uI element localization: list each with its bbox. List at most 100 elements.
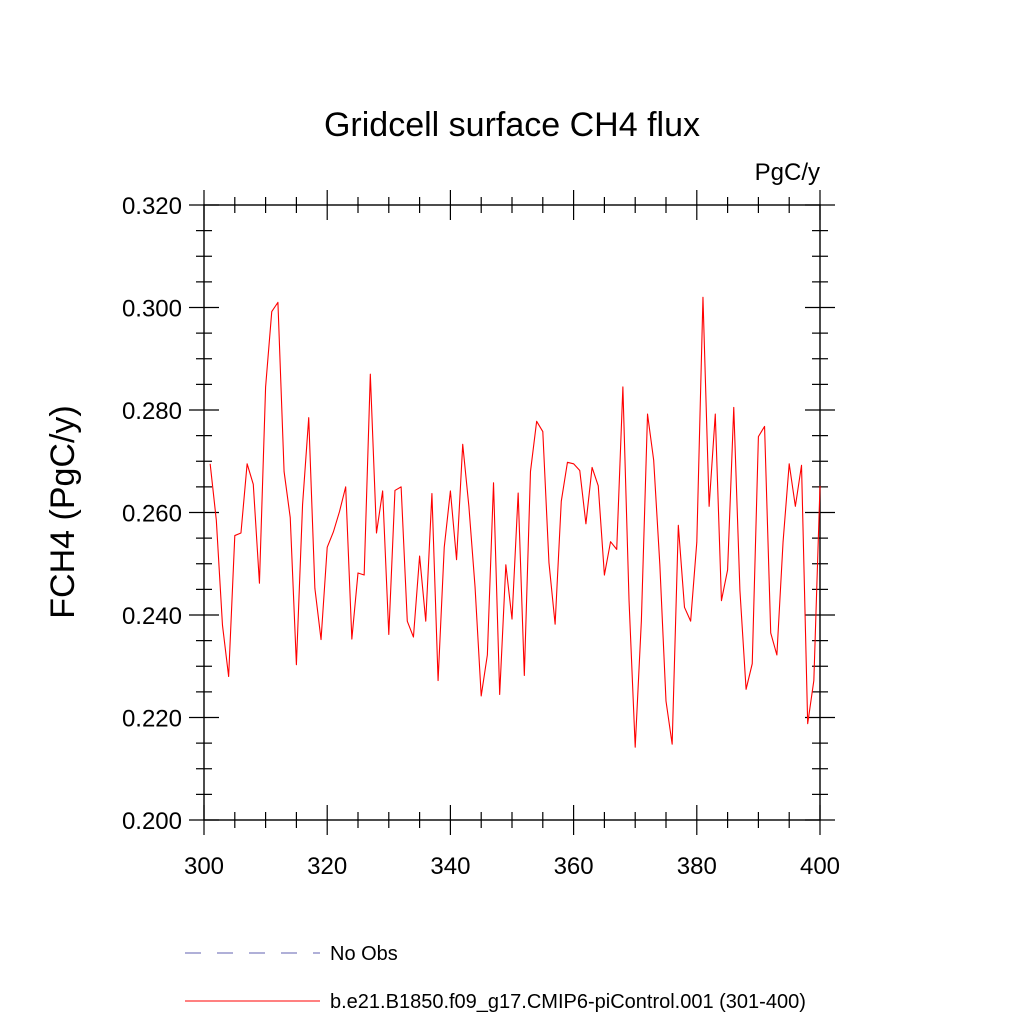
data-point-307	[246, 463, 248, 465]
data-point-352	[523, 674, 525, 676]
data-point-339	[443, 546, 445, 548]
x-tick-label-1: 320	[307, 853, 347, 880]
data-point-365	[603, 574, 605, 576]
data-point-393	[776, 654, 778, 656]
legend-label-no-obs: No Obs	[330, 943, 398, 965]
data-point-332	[400, 486, 402, 488]
data-point-362	[585, 523, 587, 525]
series-line-0	[209, 296, 821, 748]
legend-label-picontrol: b.e21.B1850.f09_g17.CMIP6-piControl.001 …	[330, 991, 806, 1013]
x-tick-label-5: 400	[800, 853, 840, 880]
data-point-343	[468, 505, 470, 507]
data-point-382	[708, 505, 710, 507]
data-point-350	[511, 618, 513, 620]
data-point-330	[388, 633, 390, 635]
legend: No Obs b.e21.B1850.f09_g17.CMIP6-piContr…	[185, 943, 806, 1013]
data-point-377	[677, 524, 679, 526]
data-point-370	[634, 746, 636, 748]
data-point-372	[646, 413, 648, 415]
data-point-333	[406, 620, 408, 622]
data-point-345	[480, 695, 482, 697]
data-point-359	[566, 461, 568, 463]
data-point-342	[462, 443, 464, 445]
data-point-314	[289, 516, 291, 518]
data-point-373	[652, 459, 654, 461]
data-point-353	[529, 470, 531, 472]
data-point-319	[320, 638, 322, 640]
data-point-389	[751, 662, 753, 664]
x-tick-labels: 300 320 340 360 380 400	[184, 853, 840, 880]
data-point-396	[794, 505, 796, 507]
data-point-305	[234, 534, 236, 536]
data-point-338	[437, 679, 439, 681]
y-tick-label-2: 0.240	[122, 603, 182, 630]
data-point-387	[739, 589, 741, 591]
data-point-326	[363, 574, 365, 576]
data-point-316	[301, 504, 303, 506]
y-axis-label: FCH4 (PgC/y)	[44, 405, 82, 618]
data-point-315	[295, 664, 297, 666]
data-point-302	[215, 519, 217, 521]
data-point-375	[665, 700, 667, 702]
data-point-388	[745, 688, 747, 690]
data-point-306	[240, 532, 242, 534]
data-point-361	[579, 469, 581, 471]
data-point-383	[714, 413, 716, 415]
y-tick-labels: 0.200 0.220 0.240 0.260 0.280 0.300 0.320	[122, 193, 182, 835]
data-point-336	[425, 620, 427, 622]
y-tick-label-4: 0.280	[122, 398, 182, 425]
data-point-376	[671, 743, 673, 745]
data-point-391	[763, 425, 765, 427]
data-point-317	[308, 416, 310, 418]
data-point-318	[314, 587, 316, 589]
data-point-322	[338, 510, 340, 512]
data-point-358	[560, 500, 562, 502]
data-point-369	[628, 599, 630, 601]
data-point-364	[597, 485, 599, 487]
data-point-398	[806, 722, 808, 724]
x-tick-label-4: 380	[677, 853, 717, 880]
plot-area	[203, 204, 821, 821]
data-point-325	[357, 572, 359, 574]
y-tick-label-1: 0.220	[122, 706, 182, 733]
data-point-355	[542, 430, 544, 432]
data-point-303	[221, 624, 223, 626]
data-point-399	[813, 679, 815, 681]
data-point-344	[474, 586, 476, 588]
data-point-392	[770, 632, 772, 634]
data-point-397	[800, 464, 802, 466]
data-point-378	[683, 606, 685, 608]
data-point-341	[455, 558, 457, 560]
series-layer	[209, 296, 821, 748]
data-point-312	[277, 301, 279, 303]
data-point-386	[733, 406, 735, 408]
x-tick-label-2: 340	[430, 853, 470, 880]
data-point-349	[505, 564, 507, 566]
data-point-340	[449, 490, 451, 492]
data-point-384	[720, 599, 722, 601]
y-tick-label-3: 0.260	[122, 501, 182, 528]
data-point-321	[332, 531, 334, 533]
data-point-313	[283, 470, 285, 472]
data-point-335	[418, 555, 420, 557]
data-point-310	[264, 386, 266, 388]
chart-title: Gridcell surface CH4 flux	[324, 106, 700, 144]
data-point-334	[412, 636, 414, 638]
y-tick-label-6: 0.320	[122, 193, 182, 220]
data-point-309	[258, 582, 260, 584]
data-point-357	[554, 623, 556, 625]
data-point-385	[726, 569, 728, 571]
plot-frame	[203, 204, 821, 821]
data-point-327	[369, 373, 371, 375]
data-point-379	[689, 620, 691, 622]
data-point-320	[326, 546, 328, 548]
y-tick-label-0: 0.200	[122, 808, 182, 835]
data-point-329	[381, 490, 383, 492]
data-point-356	[548, 562, 550, 564]
data-point-394	[782, 541, 784, 543]
data-point-395	[788, 463, 790, 465]
data-point-324	[351, 638, 353, 640]
data-point-354	[535, 420, 537, 422]
data-point-347	[492, 482, 494, 484]
